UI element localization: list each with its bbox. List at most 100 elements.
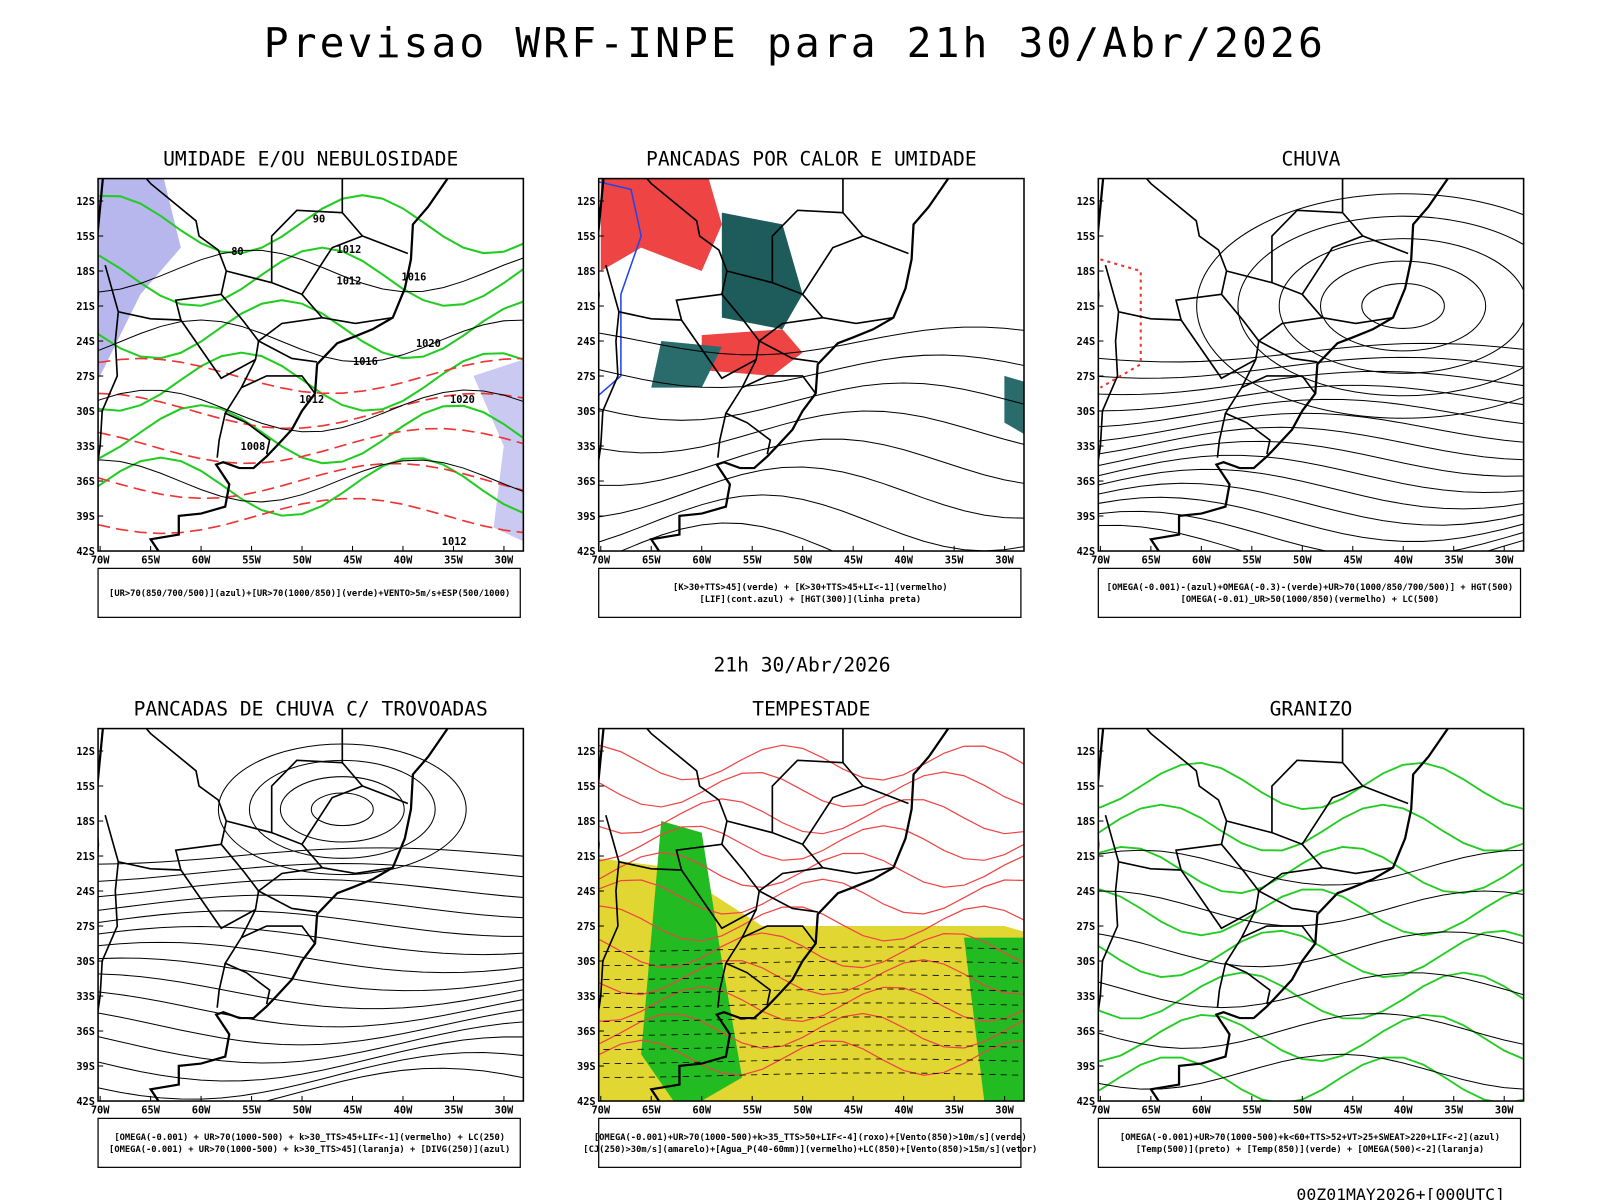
border (726, 270, 824, 319)
streamline (98, 973, 524, 1010)
lat-label: 39S (76, 1061, 95, 1073)
border (1175, 293, 1257, 380)
wind-vector (598, 1002, 1024, 1009)
streamline (98, 957, 524, 992)
lat-label: 30S (76, 956, 95, 968)
green-contour (98, 246, 524, 307)
lat-label: 18S (76, 816, 95, 828)
border (1226, 270, 1323, 319)
isobar (98, 459, 524, 503)
height-contour (1320, 260, 1487, 352)
lon-label: 50W (793, 1104, 812, 1116)
lat-label: 42S (1077, 546, 1096, 558)
lon-label: 40W (894, 1104, 913, 1116)
lon-label: 40W (1394, 554, 1413, 566)
lat-label: 33S (1077, 991, 1096, 1003)
lat-label: 36S (577, 1026, 596, 1038)
border (757, 866, 894, 913)
coastline (1148, 728, 1450, 1102)
lat-label: 24S (76, 336, 95, 348)
subtitle: 21h 30/Abr/2026 (714, 654, 891, 677)
wind-vector (598, 988, 1024, 994)
height-contour (1098, 496, 1524, 542)
border (1104, 814, 1182, 871)
map-content: 1012 1012 1016 1016 1020 1020 1012 1008 1016 1012… (98, 178, 524, 552)
height-contour (1098, 398, 1524, 428)
panel-title: TEMPESTADE (752, 697, 870, 720)
height-contour (1098, 440, 1524, 477)
contour-label: 1016 (353, 356, 378, 368)
lat-label: 24S (1077, 336, 1096, 348)
lat-label: 21S (1077, 301, 1096, 313)
legend-text: [OMEGA(-0.001) + UR>70(1000-500) + k>30_… (114, 1133, 505, 1143)
lat-label: 27S (76, 371, 95, 383)
height-contour (1098, 454, 1524, 494)
border (741, 375, 817, 394)
legend-text: [OMEGA(-0.001)+UR>70(1000-500)+k>35_TTS>… (594, 1133, 1027, 1143)
lon-label: 55W (743, 1104, 762, 1116)
lat-label: 12S (1077, 746, 1096, 758)
lat-label: 36S (577, 476, 596, 488)
footer: 00Z01MAY2026+[000UTC] (1296, 1185, 1505, 1200)
lat-label: 33S (577, 991, 596, 1003)
lon-label: 55W (1243, 554, 1262, 566)
instability-green (1004, 375, 1024, 434)
lon-label: 65W (1142, 1104, 1161, 1116)
lat-label: 33S (76, 441, 95, 453)
lat-label: 42S (1077, 1096, 1096, 1108)
height-contour (1098, 342, 1524, 363)
border (598, 311, 620, 466)
streamline (264, 1067, 524, 1102)
border (801, 785, 909, 845)
wind-vector (598, 1044, 1024, 1050)
lon-label: 45W (1343, 1104, 1362, 1116)
wind-vector (598, 1058, 1024, 1064)
lat-label: 33S (76, 991, 95, 1003)
lat-label: 15S (577, 781, 596, 793)
lon-label: 35W (444, 1104, 463, 1116)
wind-vector (598, 1030, 1024, 1037)
lat-label: 12S (577, 746, 596, 758)
lon-label: 30W (995, 1104, 1014, 1116)
border (842, 178, 844, 213)
temp850 (1098, 761, 1524, 811)
contour-label: 9600 (1500, 385, 1525, 397)
thickness-line (98, 357, 524, 395)
height-contour (598, 494, 1024, 552)
lat-label: 39S (577, 1061, 596, 1073)
border (98, 311, 120, 466)
border (1098, 861, 1120, 1016)
wind-vector (598, 974, 1024, 980)
border (1145, 178, 1271, 455)
wind-green (964, 937, 1024, 1101)
legend-box (1097, 1117, 1522, 1168)
lat-label: 12S (577, 196, 596, 208)
lon-label: 50W (1293, 554, 1312, 566)
lat-label: 27S (577, 921, 596, 933)
lon-label: 55W (1243, 1104, 1262, 1116)
map-panel: GRANIZO 1215182118-1512S 15S 18S 21S 24S 27S 30… (1077, 697, 1525, 1168)
map-panel: PANCADAS POR CALOR E UMIDADE 9680 9680 9680… (577, 147, 1525, 618)
legend-text: [OMEGA(-0.001)-(azul)+OMEGA(-0.3)-(verde… (1107, 583, 1514, 593)
lat-label: 27S (1077, 921, 1096, 933)
lat-label: 18S (1077, 266, 1096, 278)
border (174, 843, 256, 930)
border (145, 728, 271, 1005)
humidity-area (98, 178, 181, 380)
lon-label: 60W (692, 1104, 711, 1116)
temp850 (1098, 1056, 1524, 1102)
map-panel: PANCADAS DE CHUVA C/ TROVOADAS 12S 15S 18S 2… (76, 697, 525, 1168)
streamline (98, 991, 524, 1028)
water-contour (598, 932, 1024, 969)
border (301, 785, 409, 845)
lat-label: 24S (1077, 886, 1096, 898)
thickness-line (98, 462, 524, 500)
border (1301, 235, 1409, 295)
contour-label: 1020 (416, 338, 441, 350)
panel-title: PANCADAS POR CALOR E UMIDADE (646, 147, 977, 170)
lon-label: 40W (894, 554, 913, 566)
lat-label: 39S (1077, 511, 1096, 523)
lon-label: 40W (394, 1104, 413, 1116)
lat-label: 27S (1077, 371, 1096, 383)
lat-label: 36S (76, 1026, 95, 1038)
